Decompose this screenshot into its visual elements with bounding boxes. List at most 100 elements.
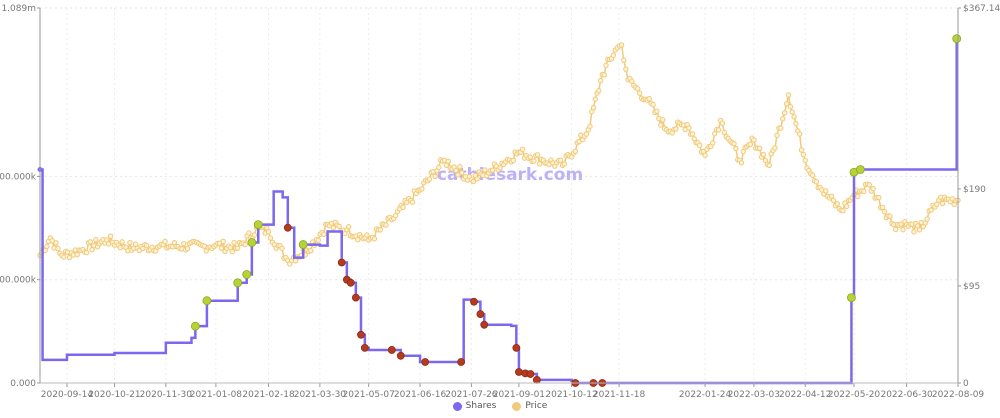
sell-marker [360, 343, 369, 352]
price-point [419, 186, 425, 192]
price-point [251, 232, 258, 238]
price-point [355, 237, 361, 243]
x-tick-label: 2021-05-07 [343, 390, 395, 400]
price-point [184, 245, 191, 252]
price-point [601, 72, 607, 78]
price-point [702, 152, 708, 158]
price-point [840, 208, 846, 214]
x-tick-label: 2021-11-18 [593, 390, 646, 400]
price-point [860, 188, 867, 195]
price-point [939, 200, 946, 207]
price-point [778, 125, 784, 131]
price-point [733, 145, 739, 152]
price-point [766, 162, 772, 169]
price-point [689, 131, 696, 137]
legend-item-shares[interactable]: Shares [452, 401, 496, 411]
price-point [623, 66, 629, 72]
price-point [377, 227, 383, 233]
x-tick-label: 2022-03-03 [728, 390, 780, 400]
price-point [596, 87, 602, 94]
price-point [843, 203, 850, 210]
price-point [534, 152, 541, 158]
y-right-tick-label: 0 [963, 379, 969, 389]
price-point [618, 42, 625, 48]
price-point [330, 225, 337, 231]
price-point [731, 140, 737, 147]
sell-marker [351, 293, 360, 302]
price-point [400, 204, 406, 210]
price-point [658, 122, 664, 128]
price-point [798, 147, 805, 153]
price-series [37, 42, 961, 267]
price-point [928, 207, 934, 213]
x-tick-label: 2020-10-21 [88, 390, 140, 400]
price-point [527, 154, 533, 160]
price-point [364, 232, 370, 238]
x-tick-label: 2021-01-08 [190, 390, 243, 400]
price-point [800, 151, 807, 158]
y-right-tick-label: $367.14 [963, 4, 1000, 14]
price-point [61, 254, 67, 260]
price-point [409, 199, 416, 205]
price-point [654, 108, 660, 114]
price-point [482, 167, 488, 173]
trade-markers [190, 34, 962, 387]
x-tick-label: 2021-07-26 [445, 390, 498, 400]
x-tick-label: 2021-03-30 [294, 390, 347, 400]
price-point [383, 222, 389, 228]
sell-marker [396, 351, 405, 360]
price-point [519, 146, 526, 153]
price-point [107, 233, 114, 239]
price-point [823, 188, 829, 194]
price-point [489, 167, 496, 173]
price-point [796, 131, 803, 137]
price-point [119, 239, 125, 245]
buy-marker [952, 34, 962, 44]
price-point [813, 179, 820, 185]
price-point [715, 127, 722, 133]
buy-marker [298, 240, 308, 249]
price-point [785, 92, 792, 98]
price-point [809, 172, 816, 178]
price-point [783, 101, 790, 107]
price-point [911, 229, 917, 235]
shares-series [37, 37, 958, 385]
price-point [231, 239, 237, 246]
price-point [646, 96, 652, 102]
price-point [898, 221, 904, 227]
price-point [696, 142, 703, 149]
shares-swatch-icon [452, 401, 462, 411]
price-point [246, 230, 252, 236]
sell-marker [357, 330, 365, 339]
price-point [55, 245, 61, 252]
legend: Shares Price [0, 401, 1000, 411]
x-tick-label: 2020-09-14 [41, 390, 94, 400]
price-point [218, 245, 225, 251]
sell-marker [532, 376, 541, 384]
x-tick-label: 2021-09-01 [493, 390, 545, 400]
price-point [265, 229, 272, 235]
x-tick-label: 2022-05-20 [828, 390, 881, 400]
price-point [855, 193, 861, 200]
price-point [572, 148, 579, 155]
sell-marker [283, 223, 292, 232]
price-point [162, 238, 168, 245]
price-point [371, 236, 378, 242]
sell-marker [512, 343, 521, 352]
price-point [650, 101, 656, 108]
sell-marker [337, 258, 346, 267]
price-swatch-icon [512, 401, 522, 411]
price-point [924, 216, 930, 222]
legend-label: Price [525, 401, 548, 411]
price-point [866, 182, 873, 188]
price-point [621, 57, 627, 64]
price-point [497, 165, 503, 171]
price-point [279, 245, 285, 252]
price-point [719, 120, 726, 126]
price-point [710, 140, 716, 146]
price-point [900, 226, 906, 233]
legend-item-price[interactable]: Price [512, 401, 547, 411]
buy-marker [190, 321, 200, 331]
x-tick-label: 2022-04-12 [779, 390, 831, 400]
